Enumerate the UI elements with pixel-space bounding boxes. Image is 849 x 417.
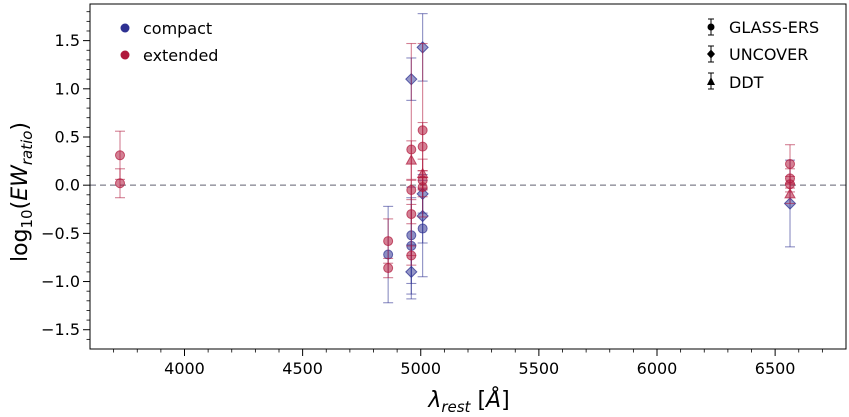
data-point-extended-glass-ers-2: [383, 218, 394, 264]
marker-circle: [115, 150, 126, 161]
legend-label-ddt: DDT: [729, 73, 764, 92]
y-tick-label: −1.0: [41, 272, 80, 291]
x-axis-title: λrest [Å]: [427, 386, 509, 416]
x-tick-label: 6500: [755, 359, 796, 378]
data-point-extended-ddt-1: [416, 158, 429, 189]
data-point-extended-glass-ers-6: [406, 203, 417, 225]
x-tick-label: 4000: [164, 359, 205, 378]
marker-circle: [785, 158, 796, 169]
legend-label-uncover: UNCOVER: [729, 45, 808, 64]
legend-color: compact extended: [120, 19, 218, 65]
legend-label-glass-ers: GLASS-ERS: [729, 18, 819, 37]
data-point-extended-glass-ers-1: [115, 168, 126, 199]
legend-label-extended: extended: [143, 46, 218, 65]
legend-marker-extended: [120, 50, 130, 60]
x-tick-label: 4500: [282, 359, 323, 378]
marker-circle: [406, 184, 417, 195]
y-tick-label: 0.0: [55, 176, 80, 195]
y-tick-label: 1.0: [55, 79, 80, 98]
marker-circle: [417, 141, 428, 152]
y-tick-label: −0.5: [41, 224, 80, 243]
plot-layer: 4000 4500 5000 5500 6000 6500 −1.5 −1.0 −0.5 0.0 0…: [41, 3, 847, 378]
legend-marker-ddt: [707, 77, 715, 85]
marker-circle: [383, 263, 394, 274]
data-point-extended-ddt-0: [405, 140, 418, 180]
marker-circle: [406, 209, 417, 220]
legend-marker-uncover: [707, 49, 715, 59]
data-point-extended-glass-ers-3: [383, 257, 394, 279]
legend-marker-glass-ers: [707, 23, 715, 31]
data-point-extended-glass-ers-5: [406, 179, 417, 201]
y-tick-label: 1.5: [55, 31, 80, 50]
marker-triangle: [405, 154, 418, 165]
legend-survey: GLASS-ERS UNCOVER DDT: [707, 18, 819, 92]
legend-label-compact: compact: [143, 19, 212, 38]
data-point-compact-uncover-2: [405, 244, 418, 300]
y-tick-label: 0.5: [55, 127, 80, 146]
marker-triangle: [784, 187, 796, 199]
data-point-extended-glass-ers-7: [406, 245, 417, 266]
marker-triangle: [416, 167, 429, 179]
marker-circle: [406, 250, 417, 261]
y-axis-title: log10(EWratio): [8, 122, 36, 262]
y-tick-label: −1.5: [41, 320, 80, 339]
x-tick-label: 5500: [519, 359, 560, 378]
x-tick-label: 5000: [400, 359, 441, 378]
marker-circle: [383, 236, 394, 247]
legend-marker-compact: [120, 23, 130, 33]
marker-circle: [115, 178, 126, 189]
marker-diamond: [405, 265, 418, 279]
x-tick-label: 6000: [637, 359, 678, 378]
data-point-extended-ddt-2: [784, 183, 796, 205]
